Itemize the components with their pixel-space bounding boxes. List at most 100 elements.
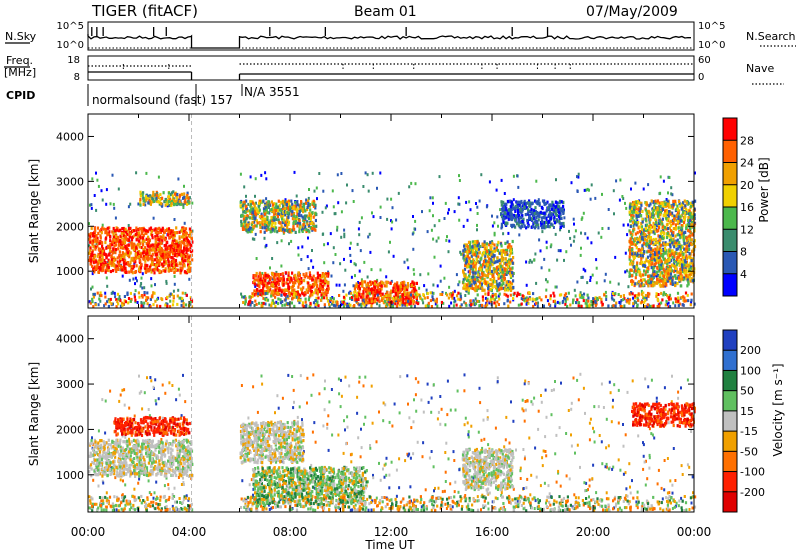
echo-cell — [149, 194, 152, 198]
echo-cell — [142, 257, 145, 261]
echo-cell — [301, 292, 304, 296]
echo-cell — [659, 201, 662, 205]
echo-cell — [300, 258, 303, 261]
echo-cell — [543, 200, 546, 204]
echo-cell — [112, 202, 115, 206]
echo-cell — [303, 275, 306, 279]
echo-cell — [573, 222, 575, 226]
echo-cell — [677, 261, 680, 265]
echo-cell — [658, 275, 661, 279]
echo-cell — [617, 282, 620, 286]
echo-cell — [537, 226, 540, 230]
echo-cell — [265, 228, 268, 232]
echo-cell — [312, 274, 315, 278]
echo-cell — [646, 255, 650, 259]
echo-cell — [129, 202, 132, 206]
echo-cell — [300, 200, 303, 204]
echo-cell — [647, 284, 650, 288]
echo-cell — [94, 229, 97, 233]
echo-cell — [316, 275, 319, 280]
echo-cell — [260, 212, 263, 216]
echo-cell — [178, 268, 182, 273]
echo-cell — [307, 199, 310, 203]
echo-cell — [359, 249, 362, 253]
echo-cell — [300, 277, 303, 281]
echo-cell — [655, 270, 659, 274]
echo-cell — [498, 258, 501, 262]
echo-cell — [402, 297, 405, 301]
echo-cell — [390, 289, 393, 293]
echo-cell — [157, 175, 160, 179]
echo-cell — [189, 246, 192, 250]
echo-cell — [641, 209, 644, 213]
echo-cell — [493, 298, 496, 302]
echo-cell — [554, 208, 557, 212]
echo-cell — [397, 191, 400, 195]
echo-cell — [520, 221, 523, 225]
echo-cell — [167, 230, 170, 234]
echo-cell — [614, 255, 617, 259]
echo-cell — [176, 254, 179, 258]
echo-cell — [474, 271, 477, 275]
echo-cell — [114, 238, 118, 242]
echo-cell — [649, 202, 652, 206]
echo-cell — [159, 235, 162, 239]
echo-cell — [285, 228, 288, 233]
echo-cell — [306, 290, 309, 294]
echo-cell — [353, 297, 356, 302]
echo-cell — [187, 263, 190, 267]
echo-cell — [152, 246, 155, 250]
echo-cell — [262, 278, 265, 283]
echo-cell — [281, 227, 284, 231]
echo-cell — [327, 272, 330, 276]
echo-cell — [188, 277, 191, 281]
echo-cell — [506, 270, 509, 275]
echo-cell — [509, 272, 512, 276]
echo-cell — [488, 250, 492, 254]
echo-cell — [89, 258, 92, 262]
echo-cell — [129, 232, 132, 236]
echo-cell — [504, 241, 507, 245]
echo-cell — [468, 269, 471, 273]
echo-cell — [249, 202, 253, 206]
echo-cell — [179, 193, 182, 197]
echo-cell — [476, 276, 479, 280]
echo-cell — [588, 188, 590, 192]
echo-cell — [122, 238, 125, 242]
echo-cell — [91, 272, 94, 276]
echo-cell — [543, 211, 546, 215]
echo-cell — [358, 287, 361, 291]
echo-cell — [279, 288, 282, 292]
echo-cell — [499, 287, 502, 291]
echo-cell — [262, 199, 265, 203]
echo-cell — [635, 263, 639, 268]
echo-cell — [173, 253, 176, 258]
echo-cell — [143, 255, 146, 259]
echo-cell — [261, 282, 264, 286]
echo-cell — [630, 282, 634, 286]
echo-cell — [654, 272, 657, 276]
echo-cell — [172, 244, 175, 248]
echo-cell — [292, 281, 295, 285]
echo-cell — [168, 244, 171, 248]
echo-cell — [517, 211, 520, 215]
echo-cell — [131, 257, 134, 261]
echo-cell — [263, 236, 266, 240]
echo-cell — [662, 248, 665, 252]
echo-cell — [631, 233, 634, 237]
echo-cell — [405, 299, 408, 303]
echo-cell — [667, 218, 670, 222]
echo-cell — [93, 266, 96, 271]
echo-cell — [121, 251, 124, 255]
echo-cell — [372, 281, 375, 285]
echo-cell — [118, 295, 121, 298]
echo-cell — [693, 221, 696, 225]
echo-cell — [298, 227, 301, 231]
echo-cell — [665, 266, 668, 270]
echo-cell — [256, 283, 259, 287]
echo-cell — [287, 208, 290, 212]
echo-cell — [277, 273, 280, 277]
echo-cell — [111, 240, 114, 244]
echo-cell — [119, 265, 122, 269]
echo-cell — [270, 216, 273, 220]
